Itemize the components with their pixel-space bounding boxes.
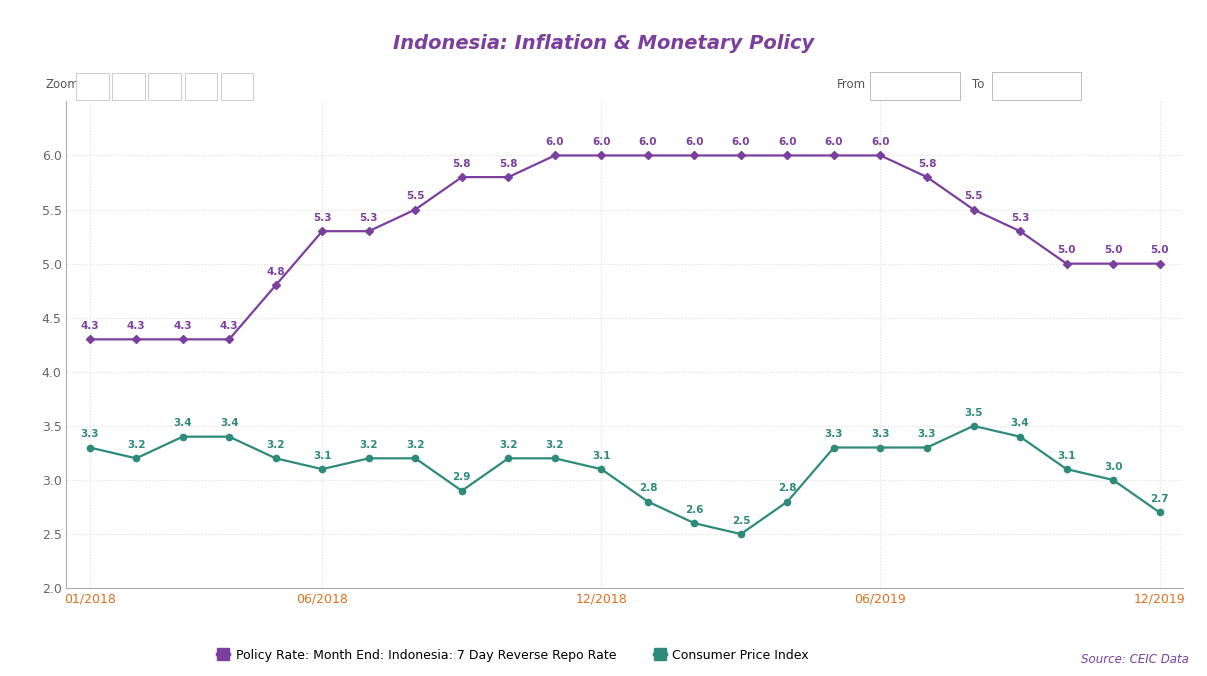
Text: 6.0: 6.0	[546, 137, 564, 147]
Text: 3.3: 3.3	[871, 429, 890, 439]
Text: 3.2: 3.2	[127, 440, 145, 450]
Text: 3.1: 3.1	[313, 451, 332, 461]
Text: 3.2: 3.2	[546, 440, 564, 450]
Text: 6.0: 6.0	[686, 137, 704, 147]
Text: 3.2: 3.2	[498, 440, 518, 450]
Text: 3.0: 3.0	[1104, 462, 1123, 472]
Text: 3.3: 3.3	[81, 429, 99, 439]
Text: To: To	[972, 78, 984, 91]
Text: 5.3: 5.3	[360, 213, 378, 223]
Text: 6.0: 6.0	[824, 137, 844, 147]
Text: Source: CEIC Data: Source: CEIC Data	[1081, 653, 1189, 666]
Text: 2019-12: 2019-12	[1003, 78, 1053, 91]
Text: 2.5: 2.5	[731, 516, 751, 526]
Text: 5.5: 5.5	[964, 191, 982, 201]
Text: 5.0: 5.0	[1150, 245, 1168, 256]
Text: 5.3: 5.3	[313, 213, 332, 223]
Text: All: All	[229, 78, 245, 91]
Legend: Policy Rate: Month End: Indonesia: 7 Day Reverse Repo Rate, Consumer Price Index: Policy Rate: Month End: Indonesia: 7 Day…	[212, 644, 814, 667]
Text: 3.1: 3.1	[1057, 451, 1075, 461]
Text: 3.2: 3.2	[406, 440, 425, 450]
Text: 4.3: 4.3	[127, 321, 146, 331]
Text: 4.3: 4.3	[174, 321, 192, 331]
Text: 3.5: 3.5	[964, 408, 982, 418]
Text: ▦: ▦	[1059, 80, 1068, 89]
Text: 4.8: 4.8	[267, 267, 285, 277]
Text: 3.4: 3.4	[220, 418, 239, 429]
Text: ▦: ▦	[937, 80, 946, 89]
Text: 4.3: 4.3	[81, 321, 99, 331]
Text: Zoom: Zoom	[46, 78, 80, 91]
Text: 3.1: 3.1	[593, 451, 611, 461]
Text: 4.3: 4.3	[220, 321, 239, 331]
Text: 5.3: 5.3	[1010, 213, 1030, 223]
Text: 6.0: 6.0	[779, 137, 797, 147]
Text: 5.8: 5.8	[917, 159, 937, 169]
Text: 5.8: 5.8	[453, 159, 471, 169]
Text: 6.0: 6.0	[731, 137, 751, 147]
Text: 2.9: 2.9	[453, 473, 471, 483]
Text: 2.8: 2.8	[779, 483, 797, 493]
Text: 3.3: 3.3	[917, 429, 937, 439]
Text: YTD: YTD	[81, 78, 104, 91]
Text: 6.0: 6.0	[593, 137, 611, 147]
Text: 3.3: 3.3	[824, 429, 844, 439]
Text: Indonesia: Inflation & Monetary Policy: Indonesia: Inflation & Monetary Policy	[392, 34, 815, 53]
Text: 2.8: 2.8	[639, 483, 657, 493]
Text: 3.4: 3.4	[174, 418, 192, 429]
Text: 5.8: 5.8	[498, 159, 518, 169]
Text: 6.0: 6.0	[871, 137, 890, 147]
Text: 3.4: 3.4	[1010, 418, 1030, 429]
Text: 3y: 3y	[158, 78, 171, 91]
Text: 1y: 1y	[121, 78, 136, 91]
Text: From: From	[836, 78, 865, 91]
Text: 5.0: 5.0	[1104, 245, 1123, 256]
Text: 6.0: 6.0	[639, 137, 657, 147]
Text: 5.0: 5.0	[1057, 245, 1075, 256]
Text: 5.5: 5.5	[406, 191, 425, 201]
Text: 3.2: 3.2	[267, 440, 285, 450]
Text: 2.6: 2.6	[686, 505, 704, 515]
Text: 5y: 5y	[194, 78, 208, 91]
Text: 3.2: 3.2	[360, 440, 378, 450]
Text: 2.7: 2.7	[1150, 494, 1168, 504]
Text: 2018-01: 2018-01	[881, 78, 931, 91]
